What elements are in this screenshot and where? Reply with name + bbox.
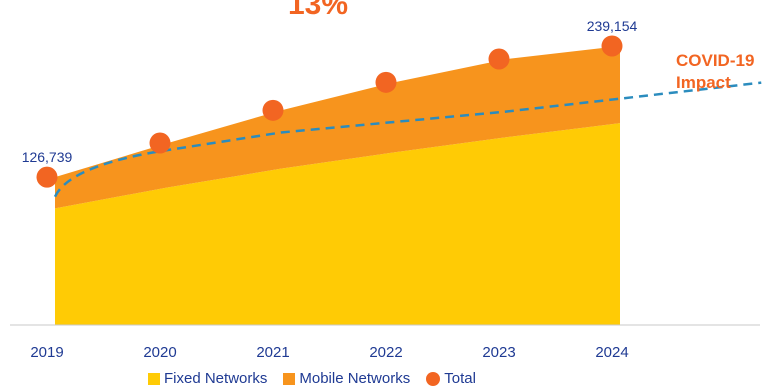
legend-swatch-mobile-networks <box>283 372 296 385</box>
x-tick-2023: 2023 <box>482 344 515 361</box>
x-tick-2020: 2020 <box>143 344 176 361</box>
area-mobile-networks <box>55 45 620 209</box>
covid-impact-line <box>53 81 762 198</box>
covid-annotation: COVID-19 Impact <box>676 50 754 94</box>
data-label-2024: 239,154 <box>587 18 638 34</box>
legend: Fixed Networks Mobile Networks Total <box>148 370 492 387</box>
x-tick-2024: 2024 <box>595 344 628 361</box>
total-point-2023 <box>488 48 510 70</box>
legend-label-mobile-networks: Mobile Networks <box>299 370 411 387</box>
data-label-2019: 126,739 <box>22 149 73 165</box>
covid-annotation-line-1: COVID-19 <box>676 51 755 70</box>
legend-label-total: Total <box>444 370 476 387</box>
covid-annotation-line-2: Impact <box>676 73 731 92</box>
total-point-2020 <box>149 132 171 154</box>
x-tick-2019: 2019 <box>30 344 63 361</box>
total-point-2019 <box>36 166 58 188</box>
total-point-2022 <box>375 71 397 93</box>
cagr-title: 13% <box>287 0 349 21</box>
x-tick-2021: 2021 <box>256 344 289 361</box>
x-tick-2022: 2022 <box>369 344 402 361</box>
area-fixed-networks <box>55 123 620 326</box>
legend-dot-total <box>426 371 441 386</box>
legend-item-fixed-networks: Fixed Networks <box>148 370 267 387</box>
legend-item-total: Total <box>426 370 476 387</box>
total-point-2021 <box>262 99 284 121</box>
legend-swatch-fixed-networks <box>148 372 160 385</box>
legend-label-fixed-networks: Fixed Networks <box>164 370 268 387</box>
total-point-2024 <box>601 35 623 57</box>
legend-item-mobile-networks: Mobile Networks <box>283 370 410 387</box>
